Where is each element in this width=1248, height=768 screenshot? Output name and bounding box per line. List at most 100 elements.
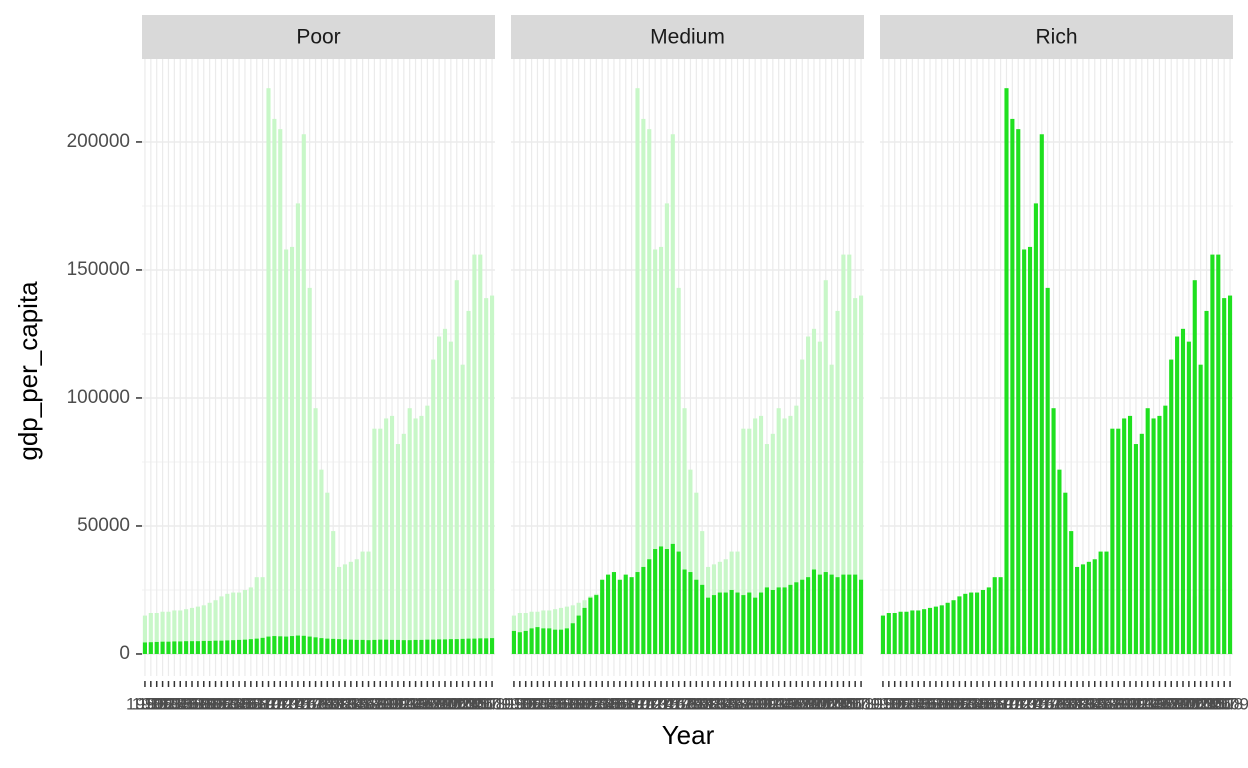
x-tick-label: 2001: [795, 694, 833, 713]
bar: [653, 249, 658, 654]
bar: [437, 639, 442, 654]
x-tick-label: 1999: [414, 694, 452, 713]
x-tick-label: 1991: [736, 694, 774, 713]
bar: [776, 408, 781, 654]
x-tick-label: 1970: [244, 694, 282, 713]
bar: [817, 574, 822, 654]
bar: [189, 641, 195, 654]
x-tick-label: 1954: [888, 694, 926, 713]
bar: [242, 589, 248, 654]
x-tick-label: 2001: [1164, 694, 1202, 713]
x-tick-label: 1975: [273, 694, 311, 713]
bar: [213, 640, 218, 654]
x-tick-label: 1987: [1082, 694, 1120, 713]
bar: [307, 636, 312, 654]
bar: [460, 364, 465, 654]
bar: [817, 341, 822, 654]
x-tick-label: 1981: [308, 694, 346, 713]
x-tick-label: 1951: [501, 694, 539, 713]
x-tick-label: 1997: [1141, 694, 1179, 713]
x-tick-label: 1958: [173, 694, 211, 713]
x-tick-label: 1950: [864, 694, 902, 713]
x-tick-label: 1950: [495, 694, 533, 713]
x-tick-label: 1971: [619, 694, 657, 713]
bar: [758, 415, 764, 654]
x-tick-label: 1970: [982, 694, 1020, 713]
bar: [1133, 444, 1138, 654]
x-tick-label: 1981: [1046, 694, 1084, 713]
bar: [454, 280, 459, 654]
bar: [806, 577, 811, 654]
x-tick-label: 1993: [379, 694, 417, 713]
x-tick-label: 2002: [801, 694, 839, 713]
x-tick-label: 1961: [929, 694, 967, 713]
x-tick-label: 1960: [554, 694, 592, 713]
bar: [466, 638, 471, 654]
x-tick-label: 1964: [208, 694, 246, 713]
bar: [272, 118, 277, 654]
bar: [442, 639, 448, 654]
bar: [1080, 564, 1086, 654]
bar: [195, 641, 200, 654]
bar: [389, 415, 395, 654]
bar: [523, 630, 528, 654]
bar: [366, 551, 371, 654]
bar: [794, 582, 799, 654]
x-tick-label: 1967: [964, 694, 1002, 713]
x-tick-label: 1955: [155, 694, 193, 713]
x-tick-label: 2000: [420, 694, 458, 713]
bar: [413, 418, 418, 654]
bar: [998, 577, 1003, 654]
x-tick-label: 1995: [391, 694, 429, 713]
bar: [969, 592, 974, 654]
bar: [425, 405, 430, 654]
bar: [600, 579, 605, 654]
x-tick-label: 1996: [766, 694, 804, 713]
bar: [747, 592, 752, 654]
bar: [517, 632, 522, 654]
bar: [541, 628, 546, 654]
bar: [242, 639, 248, 654]
bar: [653, 549, 658, 654]
bar: [489, 295, 495, 654]
bar: [558, 629, 564, 654]
bar: [237, 639, 242, 654]
x-tick-label: 2001: [426, 694, 464, 713]
x-tick-label: 1978: [1029, 694, 1067, 713]
x-tick-label: 1966: [589, 694, 627, 713]
bar: [466, 310, 471, 654]
bar: [1045, 287, 1050, 654]
x-tick-label: 1992: [1111, 694, 1149, 713]
bar: [337, 639, 342, 654]
bar: [378, 428, 383, 654]
bar: [431, 639, 436, 654]
bar: [354, 559, 359, 654]
bar: [1051, 408, 1056, 654]
x-tick-label: 1970: [613, 694, 651, 713]
x-tick-label: 1974: [1005, 694, 1043, 713]
x-tick-label: 1983: [1058, 694, 1096, 713]
bar: [829, 364, 834, 654]
x-tick-label: 1973: [261, 694, 299, 713]
bar: [1069, 531, 1074, 654]
bar: [1033, 203, 1038, 654]
x-tick-label: 1988: [719, 694, 757, 713]
bar: [1039, 134, 1044, 654]
x-tick-label: 1997: [772, 694, 810, 713]
bar: [448, 341, 453, 654]
bar: [835, 577, 840, 654]
x-tick-label: 1951: [870, 694, 908, 713]
x-tick-label: 1984: [326, 694, 364, 713]
x-tick-label: 2007: [1199, 694, 1237, 713]
x-tick-label: 2002: [1170, 694, 1208, 713]
x-tick-label: 2007: [461, 694, 499, 713]
bar: [148, 613, 153, 654]
x-tick-label: 1962: [197, 694, 235, 713]
bar: [289, 246, 295, 654]
x-tick-label: 1975: [642, 694, 680, 713]
bar: [419, 639, 424, 654]
bar: [313, 637, 318, 654]
bar: [535, 627, 540, 654]
bar: [747, 428, 752, 654]
bar: [588, 597, 593, 654]
